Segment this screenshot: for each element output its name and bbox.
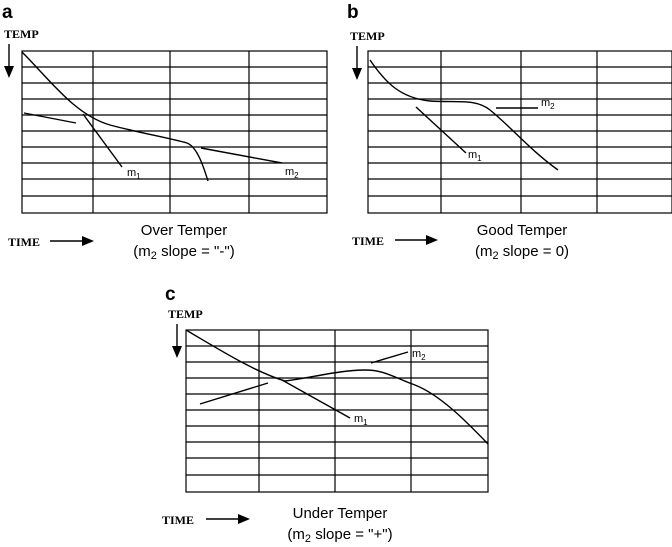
panel-a-grid — [21, 50, 328, 214]
panel-a-temp-arrow — [4, 44, 14, 78]
panel-c: c TEMP m1 m2 TIME — [162, 284, 489, 545]
panel-b-temp-arrow — [352, 46, 362, 80]
panel-c-m1-line — [281, 379, 351, 419]
panel-a-time-label: TIME — [8, 235, 40, 249]
panel-c-temp-arrow — [172, 324, 182, 358]
panel-b-temp-label: TEMP — [350, 29, 385, 43]
panel-a-temp-label: TEMP — [4, 27, 39, 41]
panel-c-caption-line2: (m2 slope = "+") — [287, 526, 392, 545]
panel-a-cooling-curve — [21, 51, 209, 182]
panel-c-cooling-curve — [185, 329, 489, 445]
panel-b-cooling-curve — [369, 59, 559, 171]
panel-a: a TEMP m1 m2 TIME — [2, 2, 328, 262]
panel-b-grid — [367, 50, 672, 214]
panel-c-time-arrow — [206, 514, 250, 524]
panel-a-m2-line — [200, 147, 283, 164]
panel-a-m1-label: m1 — [127, 167, 141, 181]
panel-b-caption-line1: Good Temper — [477, 222, 568, 239]
panel-b-caption-line2: (m2 slope = 0) — [475, 243, 569, 262]
panel-b: b TEMP m1 m2 TIME — [347, 2, 672, 262]
panel-c-tangent-lower — [199, 382, 269, 405]
panel-c-m1-label: m1 — [354, 413, 368, 427]
panel-a-caption-line1: Over Temper — [141, 222, 227, 239]
panel-a-letter: a — [2, 2, 13, 23]
panel-b-m2-label: m2 — [541, 97, 555, 111]
panel-a-m1-line — [82, 113, 123, 168]
panel-c-temp-label: TEMP — [168, 307, 203, 321]
panel-b-letter: b — [347, 2, 359, 23]
panel-b-time-arrow — [395, 235, 438, 245]
panel-a-caption-line2: (m2 slope = "-") — [133, 243, 234, 262]
panel-c-m2-label: m2 — [412, 348, 426, 362]
panel-c-grid — [185, 329, 489, 493]
panel-b-m1-label: m1 — [468, 149, 482, 163]
panel-b-m1-line — [415, 106, 467, 154]
panel-a-time-arrow — [50, 236, 94, 246]
panel-c-caption-line1: Under Temper — [293, 505, 388, 522]
panel-c-time-label: TIME — [162, 513, 194, 527]
panel-c-letter: c — [165, 284, 176, 305]
panel-a-tangent-upper — [23, 112, 77, 124]
panel-a-m2-label: m2 — [285, 166, 299, 180]
panel-b-time-label: TIME — [352, 234, 384, 248]
panel-c-m2-line — [370, 351, 409, 364]
